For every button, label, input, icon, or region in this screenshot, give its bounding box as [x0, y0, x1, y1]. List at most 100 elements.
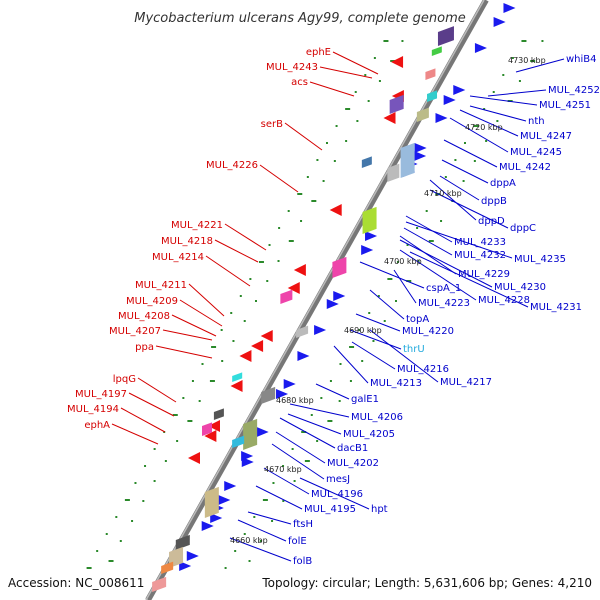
gene-label-dppB[interactable]: dppB: [481, 196, 507, 207]
connector-line-right: [279, 417, 336, 449]
gene-label-MUL_4205[interactable]: MUL_4205: [343, 429, 395, 440]
orf-dot: [211, 346, 217, 348]
gene-label-MUL_4197[interactable]: MUL_4197: [75, 389, 127, 400]
connector-line-right: [459, 109, 519, 137]
gene-label-ppa[interactable]: ppa: [135, 342, 154, 353]
gene-label-ephA[interactable]: ephA: [84, 420, 110, 431]
gene-label-MUL_4213[interactable]: MUL_4213: [370, 378, 422, 389]
gene-label-MUL_4228[interactable]: MUL_4228: [478, 295, 530, 306]
gene-label-MUL_4211[interactable]: MUL_4211: [135, 280, 187, 291]
gene-label-MUL_4231[interactable]: MUL_4231: [530, 302, 582, 313]
gene-label-MUL_4226[interactable]: MUL_4226: [206, 160, 258, 171]
gene-label-MUL_4223[interactable]: MUL_4223: [418, 298, 470, 309]
gene-label-MUL_4196[interactable]: MUL_4196: [311, 489, 363, 500]
orf-dot: [253, 516, 256, 518]
blue-arrow-feature: [453, 85, 466, 95]
kbp-tick-4710: 4710 kbp: [424, 189, 462, 198]
gene-label-dppA[interactable]: dppA: [490, 178, 516, 189]
orf-dot: [541, 40, 544, 42]
blue-arrow-feature: [276, 389, 289, 399]
gene-label-MUL_4252[interactable]: MUL_4252: [548, 85, 600, 96]
gene-label-dppC[interactable]: dppC: [510, 223, 536, 234]
gene-features: [152, 3, 516, 592]
gene-label-MUL_4242[interactable]: MUL_4242: [499, 162, 551, 173]
gene-label-ftsH[interactable]: ftsH: [293, 519, 313, 530]
gene-label-hpt[interactable]: hpt: [371, 504, 388, 515]
gene-label-MUL_4207[interactable]: MUL_4207: [109, 326, 161, 337]
orf-dot: [282, 500, 285, 502]
orf-dot: [338, 400, 341, 402]
orf-dot: [377, 295, 380, 297]
gene-label-MUL_4209[interactable]: MUL_4209: [126, 296, 178, 307]
connector-line-left: [155, 345, 213, 359]
gene-label-mesJ[interactable]: mesJ: [326, 474, 350, 485]
blue-arrow-feature: [201, 521, 214, 531]
gene-label-MUL_4221[interactable]: MUL_4221: [171, 220, 223, 231]
orf-dot: [291, 448, 294, 450]
gene-label-dacB1[interactable]: dacB1: [337, 443, 368, 454]
connector-line-left: [128, 392, 175, 417]
red-arrow-feature: [251, 340, 264, 352]
gene-label-MUL_4208[interactable]: MUL_4208: [118, 311, 170, 322]
gene-label-MUL_4220[interactable]: MUL_4220: [402, 326, 454, 337]
gene-label-MUL_4243[interactable]: MUL_4243: [266, 62, 318, 73]
connector-line-right: [393, 269, 417, 304]
gene-label-cspA_1[interactable]: cspA_1: [426, 283, 461, 294]
orf-dot: [187, 420, 193, 422]
gene-label-MUL_4214[interactable]: MUL_4214: [152, 252, 204, 263]
gene-label-thrU[interactable]: thrU: [403, 344, 425, 355]
orf-dot: [282, 465, 285, 467]
orf-dot: [378, 80, 381, 82]
orf-markers: [86, 40, 544, 569]
gene-label-folE[interactable]: folE: [288, 536, 307, 547]
blue-arrow-feature: [218, 495, 231, 505]
gene-label-serB[interactable]: serB: [261, 119, 283, 130]
orf-dot: [383, 320, 386, 322]
connector-line-left: [137, 377, 177, 403]
orf-dot: [172, 414, 178, 416]
gene-label-acs[interactable]: acs: [291, 77, 308, 88]
gene-label-MUL_4247[interactable]: MUL_4247: [520, 131, 572, 142]
red-arrow-feature: [208, 420, 221, 432]
kbp-ticks: 4660 kbp 4670 kbp 4680 kbp 4690 kbp 4700…: [230, 56, 546, 545]
blue-arrow-feature: [179, 561, 192, 571]
gene-label-MUL_4230[interactable]: MUL_4230: [494, 282, 546, 293]
gene-label-MUL_4195[interactable]: MUL_4195: [304, 504, 356, 515]
orf-dot: [232, 340, 235, 342]
gene-label-dppD[interactable]: dppD: [478, 216, 505, 227]
gene-label-whiB4[interactable]: whiB4: [566, 54, 597, 65]
red-arrow-feature: [391, 56, 404, 68]
gene-label-MUL_4216[interactable]: MUL_4216: [397, 364, 449, 375]
gene-label-MUL_4229[interactable]: MUL_4229: [458, 269, 510, 280]
darkgrey-block: [213, 408, 224, 421]
gene-label-galE1[interactable]: galE1: [351, 394, 379, 405]
connector-line-right: [237, 519, 287, 542]
connector-line-right: [399, 239, 493, 288]
gene-label-MUL_4251[interactable]: MUL_4251: [539, 100, 591, 111]
orf-dot: [349, 380, 352, 382]
gene-label-nth[interactable]: nth: [528, 116, 545, 127]
gene-label-ephE[interactable]: ephE: [306, 47, 331, 58]
connector-line-left: [319, 66, 373, 79]
gene-label-MUL_4233[interactable]: MUL_4233: [454, 237, 506, 248]
gene-label-topA[interactable]: topA: [406, 314, 429, 325]
connector-line-right: [333, 345, 369, 384]
gene-label-folB[interactable]: folB: [293, 556, 312, 567]
gene-label-MUL_4206[interactable]: MUL_4206: [351, 412, 403, 423]
orf-dot: [96, 550, 99, 552]
gene-label-MUL_4235[interactable]: MUL_4235: [514, 254, 566, 265]
magenta-block: [332, 256, 347, 279]
gene-label-MUL_4218[interactable]: MUL_4218: [161, 236, 213, 247]
cyan-block: [427, 90, 438, 102]
gene-label-MUL_4232[interactable]: MUL_4232: [454, 250, 506, 261]
blue-arrow-feature: [314, 325, 327, 335]
gene-label-MUL_4217[interactable]: MUL_4217: [440, 377, 492, 388]
orf-dot: [518, 80, 521, 82]
gene-label-MUL_4194[interactable]: MUL_4194: [67, 404, 119, 415]
grey-block: [296, 325, 309, 338]
gene-label-MUL_4245[interactable]: MUL_4245: [510, 147, 562, 158]
gene-label-MUL_4202[interactable]: MUL_4202: [327, 458, 379, 469]
orf-dot: [511, 57, 514, 59]
gene-label-lpqG[interactable]: lpqG: [113, 374, 136, 385]
orf-dot: [335, 125, 338, 127]
